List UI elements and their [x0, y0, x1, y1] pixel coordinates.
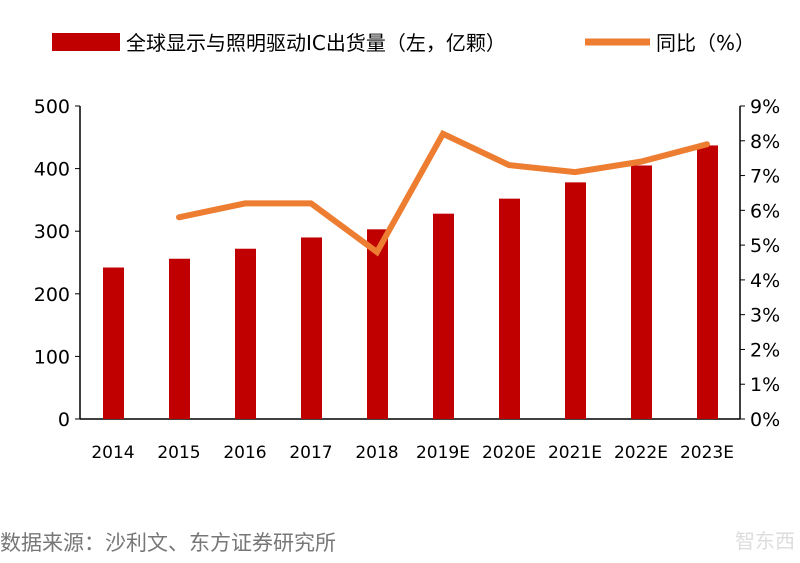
- right-tick-label: 1%: [750, 374, 780, 396]
- legend-bar-swatch: [52, 33, 120, 51]
- left-tick-label: 500: [34, 96, 70, 118]
- bar-2021E: [565, 182, 586, 419]
- left-tick-label: 100: [34, 346, 70, 368]
- x-tick-label: 2023E: [680, 443, 734, 463]
- right-tick-label: 5%: [750, 235, 780, 257]
- source-note: 数据来源：沙利文、东方证券研究所: [0, 531, 336, 555]
- right-tick-label: 7%: [750, 166, 780, 188]
- bar-2018: [367, 229, 388, 419]
- legend-bar-label: 全球显示与照明驱动IC出货量（左，亿颗）: [126, 31, 506, 55]
- right-tick-label: 2%: [750, 339, 780, 361]
- left-tick-label: 400: [34, 159, 70, 181]
- bar-2016: [235, 248, 256, 419]
- right-tick-label: 8%: [750, 131, 780, 153]
- right-tick-label: 4%: [750, 270, 780, 292]
- x-tick-label: 2019E: [416, 443, 470, 463]
- bar-2017: [301, 237, 322, 419]
- bar-2014: [103, 267, 124, 419]
- right-tick-label: 9%: [750, 96, 780, 118]
- x-tick-label: 2016: [223, 443, 266, 463]
- x-tick-label: 2017: [289, 443, 332, 463]
- bar-2020E: [499, 198, 520, 419]
- left-tick-label: 300: [34, 221, 70, 243]
- x-tick-label: 2021E: [548, 443, 602, 463]
- left-tick-label: 200: [34, 284, 70, 306]
- x-tick-label: 2015: [157, 443, 200, 463]
- right-tick-label: 3%: [750, 305, 780, 327]
- x-tick-label: 2020E: [482, 443, 536, 463]
- legend-line-label: 同比（%）: [656, 31, 755, 55]
- x-tick-label: 2022E: [614, 443, 668, 463]
- right-tick-label: 6%: [750, 200, 780, 222]
- bar-2019E: [433, 213, 454, 419]
- bar-2022E: [631, 165, 652, 419]
- watermark: 智东西: [735, 529, 795, 553]
- bar-2023E: [697, 145, 718, 420]
- x-tick-label: 2014: [91, 443, 134, 463]
- bar-2015: [169, 258, 190, 419]
- x-tick-label: 2018: [355, 443, 398, 463]
- left-tick-label: 0: [58, 409, 70, 431]
- right-tick-label: 0%: [750, 409, 780, 431]
